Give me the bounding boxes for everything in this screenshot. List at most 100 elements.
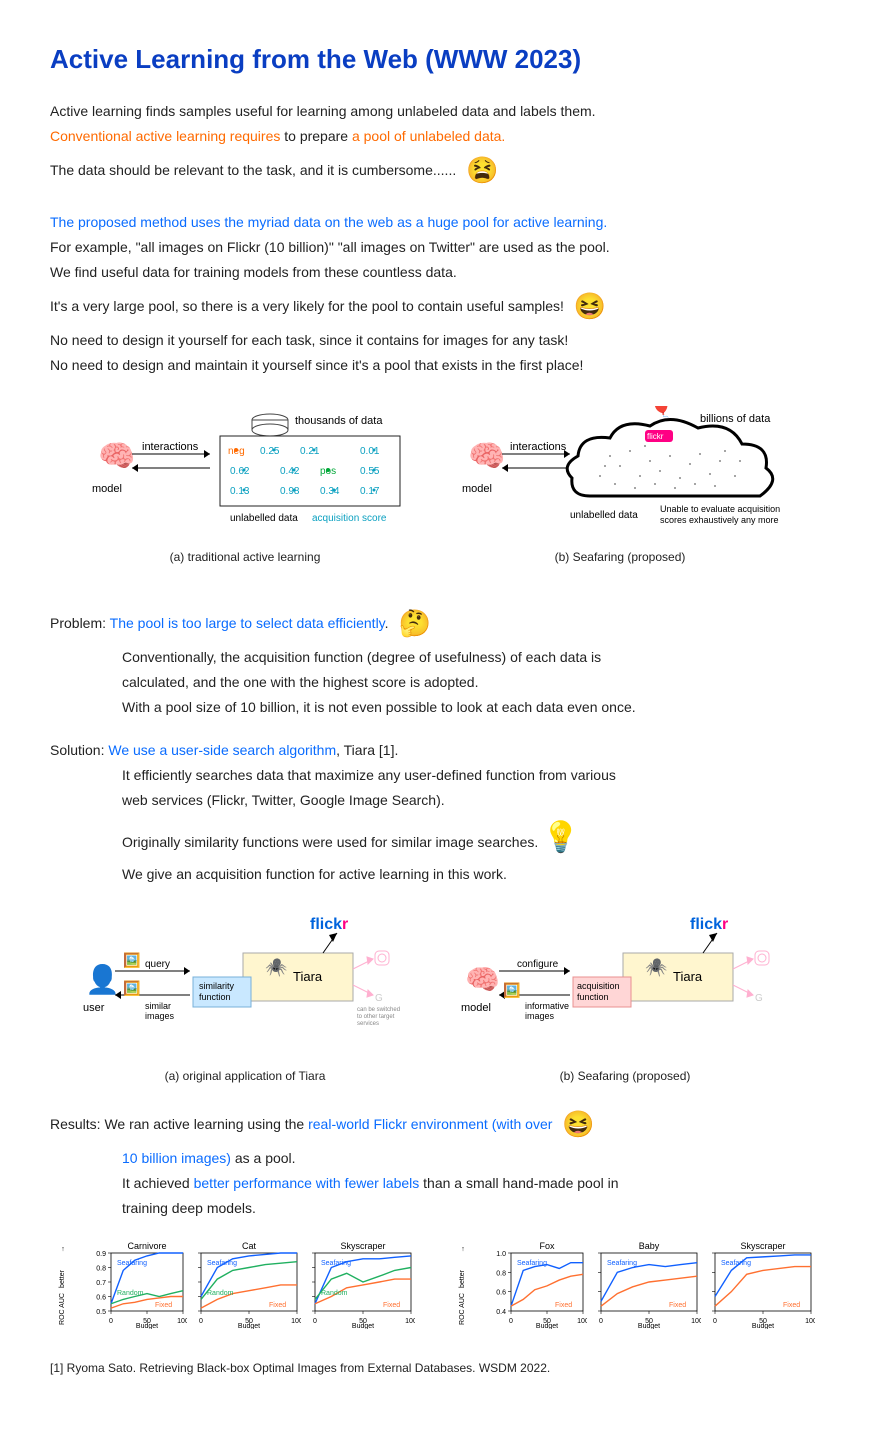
chart-group-left: ↑ better ROC AUC Carnivore0.50.60.70.80.… [55,1239,415,1329]
fig1b-unlabelled: unlabelled data [570,510,638,521]
figure-2: flickr 🕷️ Tiara G similarity function ca… [50,915,820,1085]
results-l2: 10 billion images) as a pool. [122,1148,820,1169]
svg-text:100: 100 [405,1318,415,1325]
results-l3c: than a small hand-made pool in [419,1175,618,1191]
solution-headline-tail: , Tiara [1]. [336,742,398,758]
proposed-l4: It's a very large pool, so there is a ve… [50,287,820,326]
picture-icon-3: 🖼️ [503,982,520,999]
fig2b-google: G [755,993,763,1004]
fig2b-tiara: Tiara [673,969,703,984]
figure-1: 🧠 interactions model thousands of data n… [50,406,820,566]
results-l2a: 10 billion images) [122,1150,231,1166]
svg-text:Fixed: Fixed [383,1302,400,1309]
figure-2a-svg: flickr 🕷️ Tiara G similarity function ca… [75,915,415,1055]
mini-chart: Skyscraper050100BudgetSeafaringFixed [705,1239,815,1329]
svg-text:Fox: Fox [539,1241,555,1251]
svg-text:Budget: Budget [536,1323,558,1329]
intro-line2b: to prepare [280,128,352,144]
svg-text:0.5: 0.5 [96,1309,106,1316]
fig1b-interactions: interactions [510,441,567,453]
svg-text:Carnivore: Carnivore [127,1241,166,1251]
figure-2a: flickr 🕷️ Tiara G similarity function ca… [75,915,415,1085]
results-l4: training deep models. [122,1198,820,1219]
fig2b-model: model [461,1002,491,1014]
fig2b-acqfn-l2: function [577,992,609,1002]
svg-text:Budget: Budget [638,1323,660,1329]
svg-text:better: better [459,1269,466,1288]
intro-line2: Conventional active learning requires to… [50,126,820,147]
fig1-val4: 0.42 [280,466,300,477]
fig1-val9: 0.17 [360,486,380,497]
svg-text:Seafaring: Seafaring [607,1260,637,1267]
results-l3b: better performance with fewer labels [194,1175,420,1191]
svg-text:ROC AUC: ROC AUC [59,1293,66,1325]
fig2a-simfn-l1: similarity [199,981,234,991]
results-l3: It achieved better performance with fewe… [122,1173,820,1194]
svg-text:Skyscraper: Skyscraper [340,1241,385,1251]
svg-text:Random: Random [321,1290,348,1297]
fig1b-cap: (b) Seafaring (proposed) [450,548,790,566]
fig2b-inf2: images [525,1011,555,1021]
fig1a-acqscore: acquisition score [312,513,387,524]
result-charts: ↑ better ROC AUC Carnivore0.50.60.70.80.… [50,1239,820,1329]
svg-text:Seafaring: Seafaring [721,1260,751,1267]
mini-chart: Carnivore0.50.60.70.80.9050100BudgetSeaf… [77,1239,187,1329]
fig1-val1: 0.21 [300,446,320,457]
fig2b-inf1: informative [525,1001,569,1011]
figure-1b: 🧠 interactions model 🎈 flickr billions o… [450,406,790,566]
svg-text:Seafaring: Seafaring [321,1260,351,1267]
page-title: Active Learning from the Web (WWW 2023) [50,40,820,79]
flickr-mini: flickr [647,432,664,441]
svg-text:Seafaring: Seafaring [117,1260,147,1267]
mini-chart: Baby050100BudgetSeafaringFixed [591,1239,701,1329]
picture-icon-2: 🖼️ [123,980,140,997]
proposed-l6: No need to design and maintain it yourse… [50,355,820,376]
svg-text:0.4: 0.4 [496,1309,506,1316]
spider-icon-2: 🕷️ [645,957,667,977]
chart-yaxis: ↑ better ROC AUC [455,1239,473,1329]
figure-2b-svg: flickr 🕷️ Tiara G acquisition function 🧠… [455,915,795,1055]
svg-text:Skyscraper: Skyscraper [740,1241,785,1251]
fig1a-interactions: interactions [142,441,199,453]
fig2a-google: G [375,993,383,1004]
svg-text:Budget: Budget [136,1323,158,1329]
svg-text:Baby: Baby [639,1241,660,1251]
fig1b-unable-l1: Unable to evaluate acquisition [660,504,780,514]
svg-text:0.9: 0.9 [96,1251,106,1258]
picture-icon-1: 🖼️ [123,952,140,969]
svg-text:0.8: 0.8 [496,1270,506,1277]
proposed-l2: For example, "all images on Flickr (10 b… [50,237,820,258]
proposed-l3: We find useful data for training models … [50,262,820,283]
proposed-l5: No need to design it yourself for each t… [50,330,820,351]
fig1-val2: 0.01 [360,446,380,457]
svg-text:Cat: Cat [242,1241,257,1251]
fig1a-cap: (a) traditional active learning [80,548,410,566]
results-l1b: real-world Flickr environment (with over [308,1116,552,1132]
fig2a-user: user [83,1002,105,1014]
svg-text:100: 100 [691,1318,701,1325]
svg-text:Seafaring: Seafaring [207,1260,237,1267]
svg-text:Fixed: Fixed [669,1302,686,1309]
svg-text:100: 100 [291,1318,301,1325]
svg-text:Random: Random [117,1290,144,1297]
tired-emoji: 😫 [466,155,498,185]
solution-headline: We use a user-side search algorithm [108,742,336,758]
fig1-val5: 0.55 [360,466,380,477]
fig1a-thousands: thousands of data [295,415,383,427]
problem-l3: With a pool size of 10 billion, it is no… [122,697,820,718]
mini-chart: Fox0.40.60.81.0050100BudgetSeafaringFixe… [477,1239,587,1329]
results-l1a: We ran active learning using the [104,1116,308,1132]
svg-text:Budget: Budget [752,1323,774,1329]
problem-headline: The pool is too large to select data eff… [110,615,385,631]
fig1-val6: 0.13 [230,486,250,497]
results-l3a: It achieved [122,1175,194,1191]
svg-text:better: better [59,1269,66,1288]
svg-text:↑: ↑ [61,1246,65,1253]
figure-2b: flickr 🕷️ Tiara G acquisition function 🧠… [455,915,795,1085]
svg-text:0: 0 [313,1318,317,1325]
flickr-logo-1: flickr [310,916,348,933]
solution-l4: We give an acquisition function for acti… [122,864,820,885]
svg-text:100: 100 [177,1318,187,1325]
figure-1a-svg: 🧠 interactions model thousands of data n… [80,406,410,536]
footnote: [1] Ryoma Sato. Retrieving Black-box Opt… [50,1359,820,1377]
